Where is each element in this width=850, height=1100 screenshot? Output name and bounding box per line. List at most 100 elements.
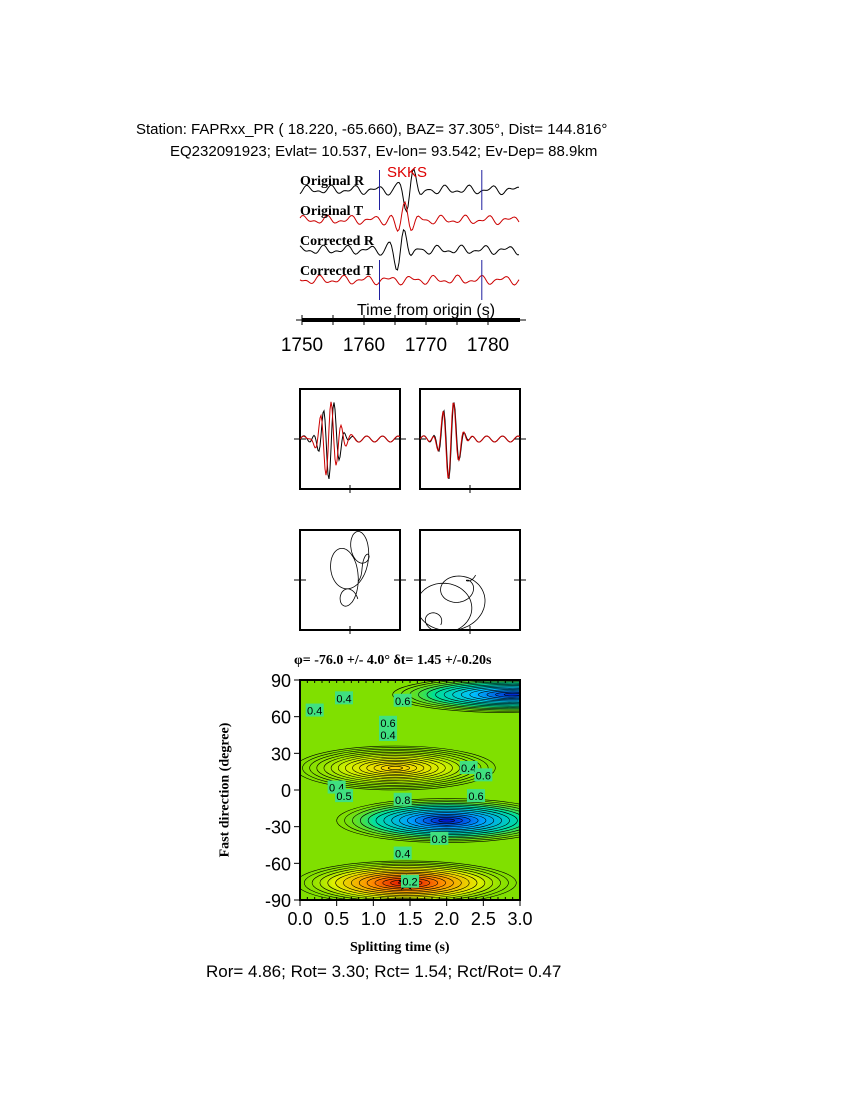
heatmap-x-tick-label: 2.5: [471, 909, 496, 929]
contour-line: [435, 682, 520, 707]
heatmap-y-tick-label: -90: [265, 891, 291, 911]
heatmap-region: [336, 798, 520, 843]
contour-line: [478, 689, 520, 701]
contour-line: [343, 870, 470, 896]
trace-label-original-t: Original T: [300, 204, 364, 219]
heatmap-title: φ= -76.0 +/- 4.0° δt= 1.45 +/-0.20s: [294, 653, 492, 668]
contour-line: [330, 753, 460, 783]
particle-motion-panel: [419, 529, 521, 631]
comparison-trace: [299, 402, 401, 480]
contour-label-box: [474, 768, 493, 782]
trace-label-corrected-t: Corrected T: [300, 264, 373, 279]
heatmap-y-label: Fast direction (degree): [217, 722, 233, 858]
contour-label: 0.4: [461, 763, 476, 775]
trace-original-r: [299, 168, 519, 213]
contour-line: [351, 871, 462, 895]
trace-corrected-t: [299, 274, 520, 286]
contour-line: [392, 680, 520, 713]
trace-label-corrected-r: Corrected R: [300, 234, 374, 249]
contour-label-box: [305, 703, 324, 717]
contour-line: [309, 748, 482, 788]
x-tick-label: 1770: [405, 335, 447, 356]
x-tick-label: 1760: [343, 335, 385, 356]
comparison-trace: [299, 401, 401, 476]
contour-label: 0.4: [380, 730, 395, 742]
contour-label: 0.4: [336, 693, 351, 705]
contour-label-box: [393, 693, 412, 707]
contour-line: [452, 685, 520, 704]
contour-line: [399, 810, 495, 831]
contour-label-box: [467, 789, 485, 803]
heatmap-y-tick-label: 0: [281, 781, 291, 801]
contour-line: [335, 868, 478, 898]
particle-motion-panel: [299, 529, 401, 631]
heatmap-x-tick-label: 2.0: [434, 909, 459, 929]
contour-line: [300, 860, 517, 900]
contour-label-box: [401, 874, 419, 888]
heatmap-x-tick-label: 3.0: [507, 909, 532, 929]
contour-label: 0.8: [432, 834, 447, 846]
contour-line: [387, 766, 403, 770]
contour-line: [460, 686, 520, 703]
contour-line: [337, 755, 453, 781]
contour-label: 0.6: [395, 696, 410, 708]
contour-line: [319, 865, 494, 900]
contour-line: [414, 813, 479, 828]
contour-label: 0.2: [402, 877, 417, 889]
contour-line: [359, 759, 432, 777]
contour-line: [345, 756, 446, 780]
heatmap-x-tick-label: 0.0: [287, 909, 312, 929]
contour-line: [366, 761, 425, 775]
heatmap-x-tick-label: 0.5: [324, 909, 349, 929]
contour-label-box: [379, 728, 397, 741]
contour-line: [358, 873, 454, 893]
contour-line: [303, 862, 509, 900]
contour-label-box: [335, 789, 353, 803]
contour-label-box: [393, 846, 412, 860]
contour-line: [503, 693, 520, 697]
contour-line: [300, 745, 496, 791]
contour-line: [486, 690, 520, 699]
contour-line: [380, 764, 410, 772]
trace-corrected-r: [299, 228, 519, 271]
contour-label: 0.4: [307, 706, 322, 718]
phase-label: SKKS: [387, 164, 428, 181]
contour-line: [352, 758, 439, 778]
contour-label-box: [430, 831, 449, 845]
contour-label: 0.6: [468, 791, 483, 803]
contour-label: 0.5: [336, 791, 351, 803]
footer-ratios: Ror= 4.86; Rot= 3.30; Rct= 1.54; Rct/Rot…: [206, 962, 562, 981]
particle-motion-path: [330, 531, 370, 607]
contour-label: 0.4: [395, 849, 410, 861]
particle-motion-path: [420, 574, 486, 630]
heatmap-x-tick-label: 1.5: [397, 909, 422, 929]
trace-original-t: [299, 200, 520, 232]
waveform-x-axis-label: Time from origin (s): [357, 302, 496, 319]
x-tick-label: 1780: [467, 335, 509, 356]
contour-line: [495, 691, 520, 698]
x-tick-label: 1750: [281, 335, 323, 356]
contour-label: 0.6: [476, 770, 491, 782]
heatmap-y-tick-label: 30: [271, 744, 291, 764]
heatmap-x-tick-label: 1.0: [361, 909, 386, 929]
heatmap-y-tick-label: -30: [265, 818, 291, 838]
contour-line: [438, 818, 455, 823]
contour-line: [407, 812, 487, 829]
contour-line: [373, 762, 418, 774]
contour-label-box: [393, 792, 412, 806]
contour-line: [443, 684, 520, 706]
event-info: EQ232091923; Evlat= 10.537, Ev-lon= 93.5…: [170, 143, 598, 160]
contour-line: [422, 815, 471, 826]
heatmap-area: 0.4 0.60.60.40.40.60.40.5 0.8 0.60.80.20.40…: [300, 680, 520, 900]
contour-label-box: [335, 691, 353, 705]
contour-line: [311, 863, 501, 900]
station-info: Station: FAPRxx_PR ( 18.220, -65.660), B…: [136, 121, 608, 138]
heatmap-x-label: Splitting time (s): [350, 940, 450, 955]
contour-line: [391, 809, 502, 832]
heatmap-y-tick-label: 60: [271, 708, 291, 728]
contour-line: [327, 866, 486, 899]
contour-label-box: [379, 715, 397, 729]
contour-label: 0.6: [380, 718, 395, 730]
